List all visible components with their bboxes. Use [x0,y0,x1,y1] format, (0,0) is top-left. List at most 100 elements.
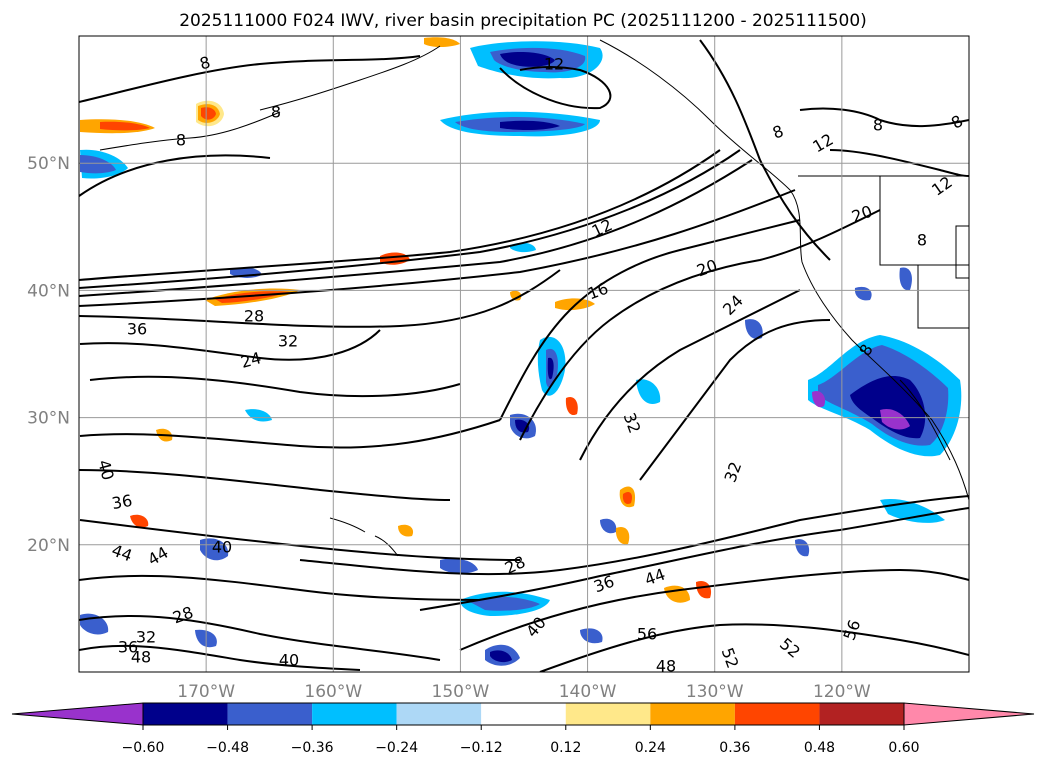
latitude-tick-label: 50°N [27,154,70,174]
iwv-contour [79,329,381,361]
positive-anomaly-area [100,121,150,131]
contour-label: 32 [136,628,156,647]
contour-label: 8 [176,131,186,150]
positive-anomaly-area [201,107,216,120]
colorbar-tick-label: 0.12 [550,740,581,756]
colorbar-segment [734,703,820,725]
negative-anomaly-area [490,650,512,663]
aleutian-islands [99,111,281,151]
iwv-contour [459,568,969,651]
contour-label: 40 [212,538,232,557]
negative-anomaly-area [470,596,540,611]
contour-label: 36 [127,320,147,339]
contour-label: 56 [637,625,657,644]
colorbar-segment [143,703,228,725]
colorbar-tick-label: 0.60 [888,740,919,756]
iwv-contour [79,189,796,307]
negative-anomaly-area [899,267,912,291]
iwv-contour [79,159,753,297]
longitude-tick-label: 170°W [177,682,235,702]
contour-label: 8 [198,53,213,74]
colorbar-segment [396,703,482,725]
negative-anomaly-area [245,409,272,422]
colorbar-segment [312,703,397,725]
contour-label: 24 [239,348,264,372]
contour-label: 40 [94,458,118,483]
longitude-tick-label: 130°W [686,682,744,702]
iwv-contour [519,209,881,441]
negative-anomaly-area [795,539,810,557]
positive-anomaly-area [696,580,712,599]
negative-anomaly-area [500,52,555,67]
iwv-contour [79,644,361,671]
contour-label: 12 [544,55,564,74]
colorbar-tick-label: −0.36 [291,740,334,756]
iwv-contour-lines [79,39,969,672]
axis-tick-labels: 170°W 160°W 150°W 140°W 130°W 120°W 50°N 40°N 30… [27,154,871,702]
negative-anomaly-area [880,408,910,430]
precipitation-anomaly-areas [80,37,962,666]
iwv-contour [79,55,421,103]
iwv-contour [639,319,831,481]
iwv-contour [79,574,481,601]
positive-anomaly-area [398,524,414,537]
colorbar-tick-label: 0.48 [804,740,835,756]
colorbar-segment [481,703,566,725]
contour-label: 40 [279,651,299,670]
negative-anomaly-area [745,319,763,340]
iwv-contour [499,66,612,110]
iwv-contour [79,419,501,449]
colorbar-tick-label: −0.12 [460,740,503,756]
positive-anomaly-area [615,526,630,545]
negative-anomaly-area [547,357,554,380]
graticule [79,36,969,672]
negative-anomaly-area [440,558,478,574]
positive-anomaly-area [424,37,460,47]
iwv-contour [79,154,271,197]
iwv-contour [299,495,969,576]
iwv-contour [79,519,521,561]
iwv-contour [79,149,741,289]
colorbar-outline [142,702,905,726]
longitude-tick-label: 140°W [559,682,617,702]
colorbar: −0.60 −0.48 −0.36 −0.24 −0.12 0.12 0.24 0.36 0.4… [11,702,1035,756]
map-frame [78,35,970,673]
colorbar-tick-label: 0.36 [719,740,750,756]
iwv-contour [79,614,441,661]
contour-label: 32 [278,332,298,351]
us-state-borders [879,176,969,329]
contour-label: 48 [131,648,151,667]
positive-anomaly-area [130,514,149,528]
iwv-contour [699,39,831,261]
negative-anomaly-area [812,390,826,408]
colorbar-tick-label: −0.48 [206,740,249,756]
longitude-tick-label: 120°W [813,682,871,702]
negative-anomaly-area [500,120,560,131]
contour-label: 36 [110,491,133,513]
baja-peninsula [899,379,951,461]
iwv-contour [799,107,969,128]
positive-anomaly-area [622,492,633,504]
latitude-tick-label: 30°N [27,409,70,429]
contour-label: 28 [244,307,264,326]
colorbar-segment [227,703,313,725]
iwv-contour [539,623,969,672]
colorbar-tick-label: −0.24 [375,740,418,756]
positive-anomaly-area [565,396,578,416]
alaska-coast [259,45,441,111]
iwv-contour [499,219,801,421]
longitude-tick-label: 150°W [432,682,490,702]
iwv-contour [79,269,561,328]
contour-label: 8 [917,231,927,250]
positive-anomaly-area [510,290,522,301]
iwv-contour [79,149,721,281]
figure-title: 2025111000 F024 IWV, river basin precipi… [179,11,867,31]
latitude-tick-label: 20°N [27,536,70,556]
contour-label: 36 [118,638,138,657]
negative-anomaly-area [636,379,661,404]
iwv-contour [89,375,461,398]
contour-label: 8 [271,103,281,122]
colorbar-segment [565,703,651,725]
negative-anomaly-area [580,628,603,644]
